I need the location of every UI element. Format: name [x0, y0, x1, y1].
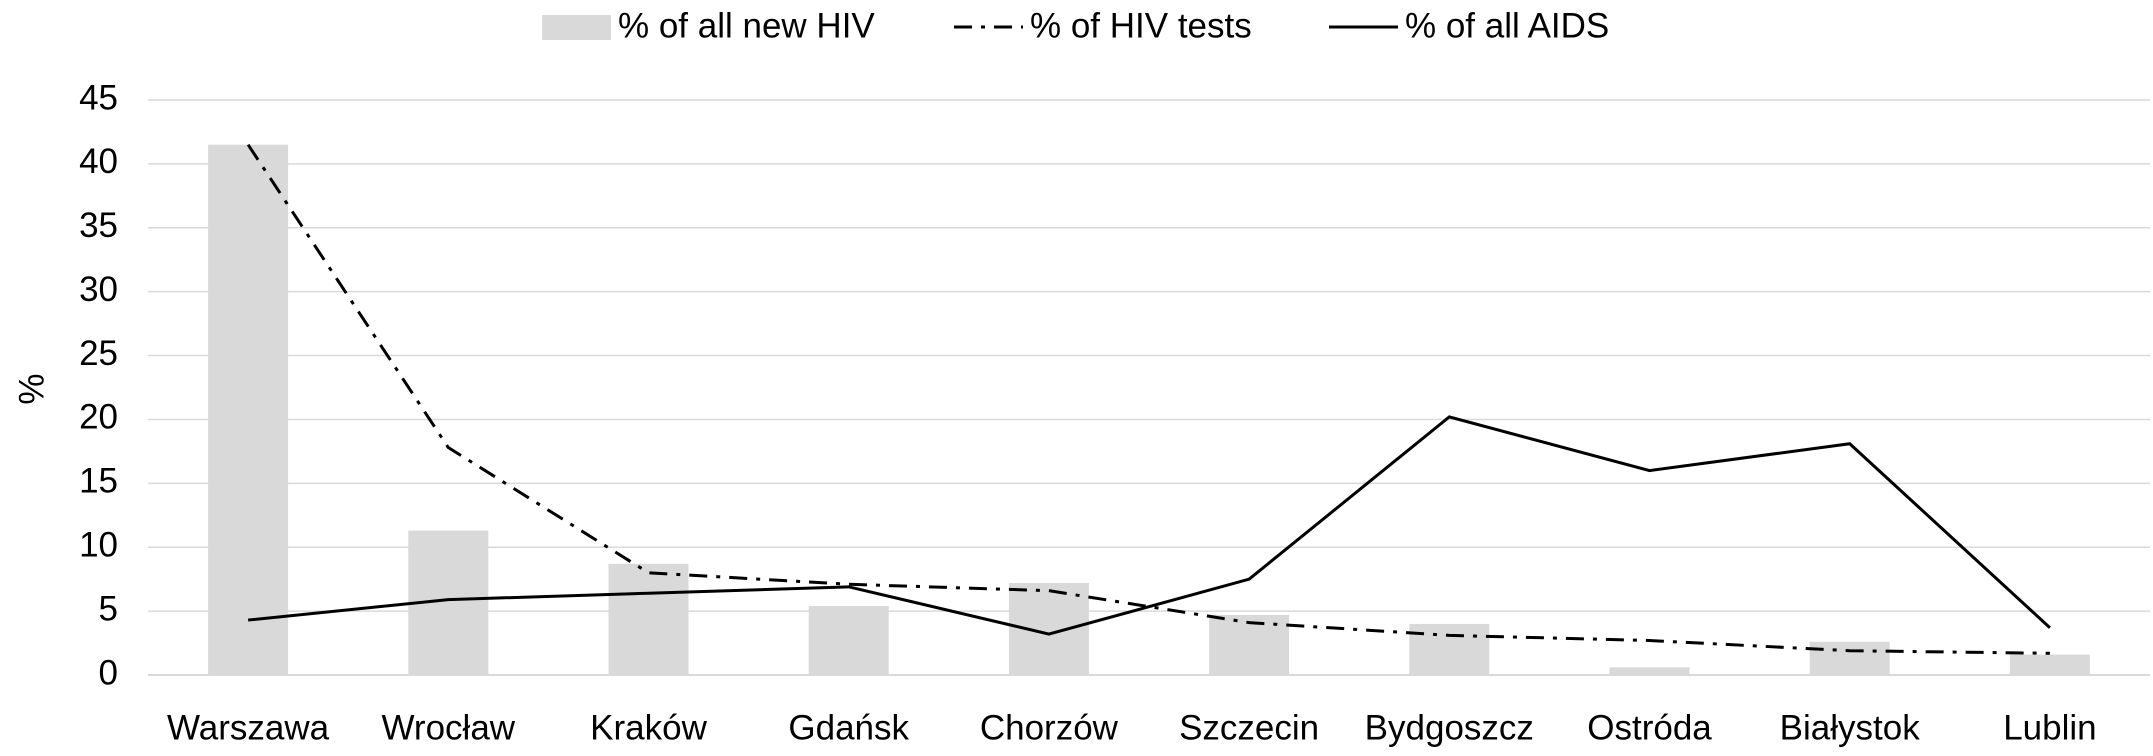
y-tick-label: 45 [79, 78, 118, 117]
y-tick-label: 30 [79, 270, 118, 309]
x-tick-label: Szczecin [1179, 708, 1319, 747]
y-tick-label: 0 [99, 653, 118, 692]
legend-label: % of all new HIV [618, 6, 875, 45]
line [247, 415, 2051, 636]
bar [208, 144, 289, 675]
y-tick-label: 35 [79, 206, 118, 245]
x-tick-label: Wrocław [382, 708, 516, 747]
y-tick-label: 40 [79, 142, 118, 181]
bar [1409, 623, 1490, 675]
x-tick-label: Warszawa [167, 708, 330, 747]
y-tick-label: 20 [79, 398, 118, 437]
x-tick-label: Białystok [1780, 708, 1921, 747]
line [246, 143, 2050, 655]
legend-swatch [542, 15, 611, 40]
y-axis-title: % [12, 373, 51, 404]
y-tick-label: 15 [79, 462, 118, 501]
x-tick-label: Gdańsk [788, 708, 909, 747]
y-tick-label: 5 [99, 589, 118, 628]
bar [1809, 641, 1890, 675]
legend-label: % of HIV tests [1030, 6, 1252, 45]
x-tick-label: Bydgoszcz [1365, 708, 1534, 747]
x-tick-label: Ostróda [1587, 708, 1712, 747]
bar [1609, 667, 1690, 675]
bar [608, 563, 689, 675]
legend-label: % of all AIDS [1405, 6, 1609, 45]
x-tick-label: Lublin [2003, 708, 2096, 747]
x-tick-label: Chorzów [980, 708, 1119, 747]
x-tick-label: Kraków [590, 708, 707, 747]
bar [2009, 654, 2090, 675]
y-tick-label: 25 [79, 334, 118, 373]
y-tick-label: 10 [79, 525, 118, 564]
bar [808, 606, 889, 675]
